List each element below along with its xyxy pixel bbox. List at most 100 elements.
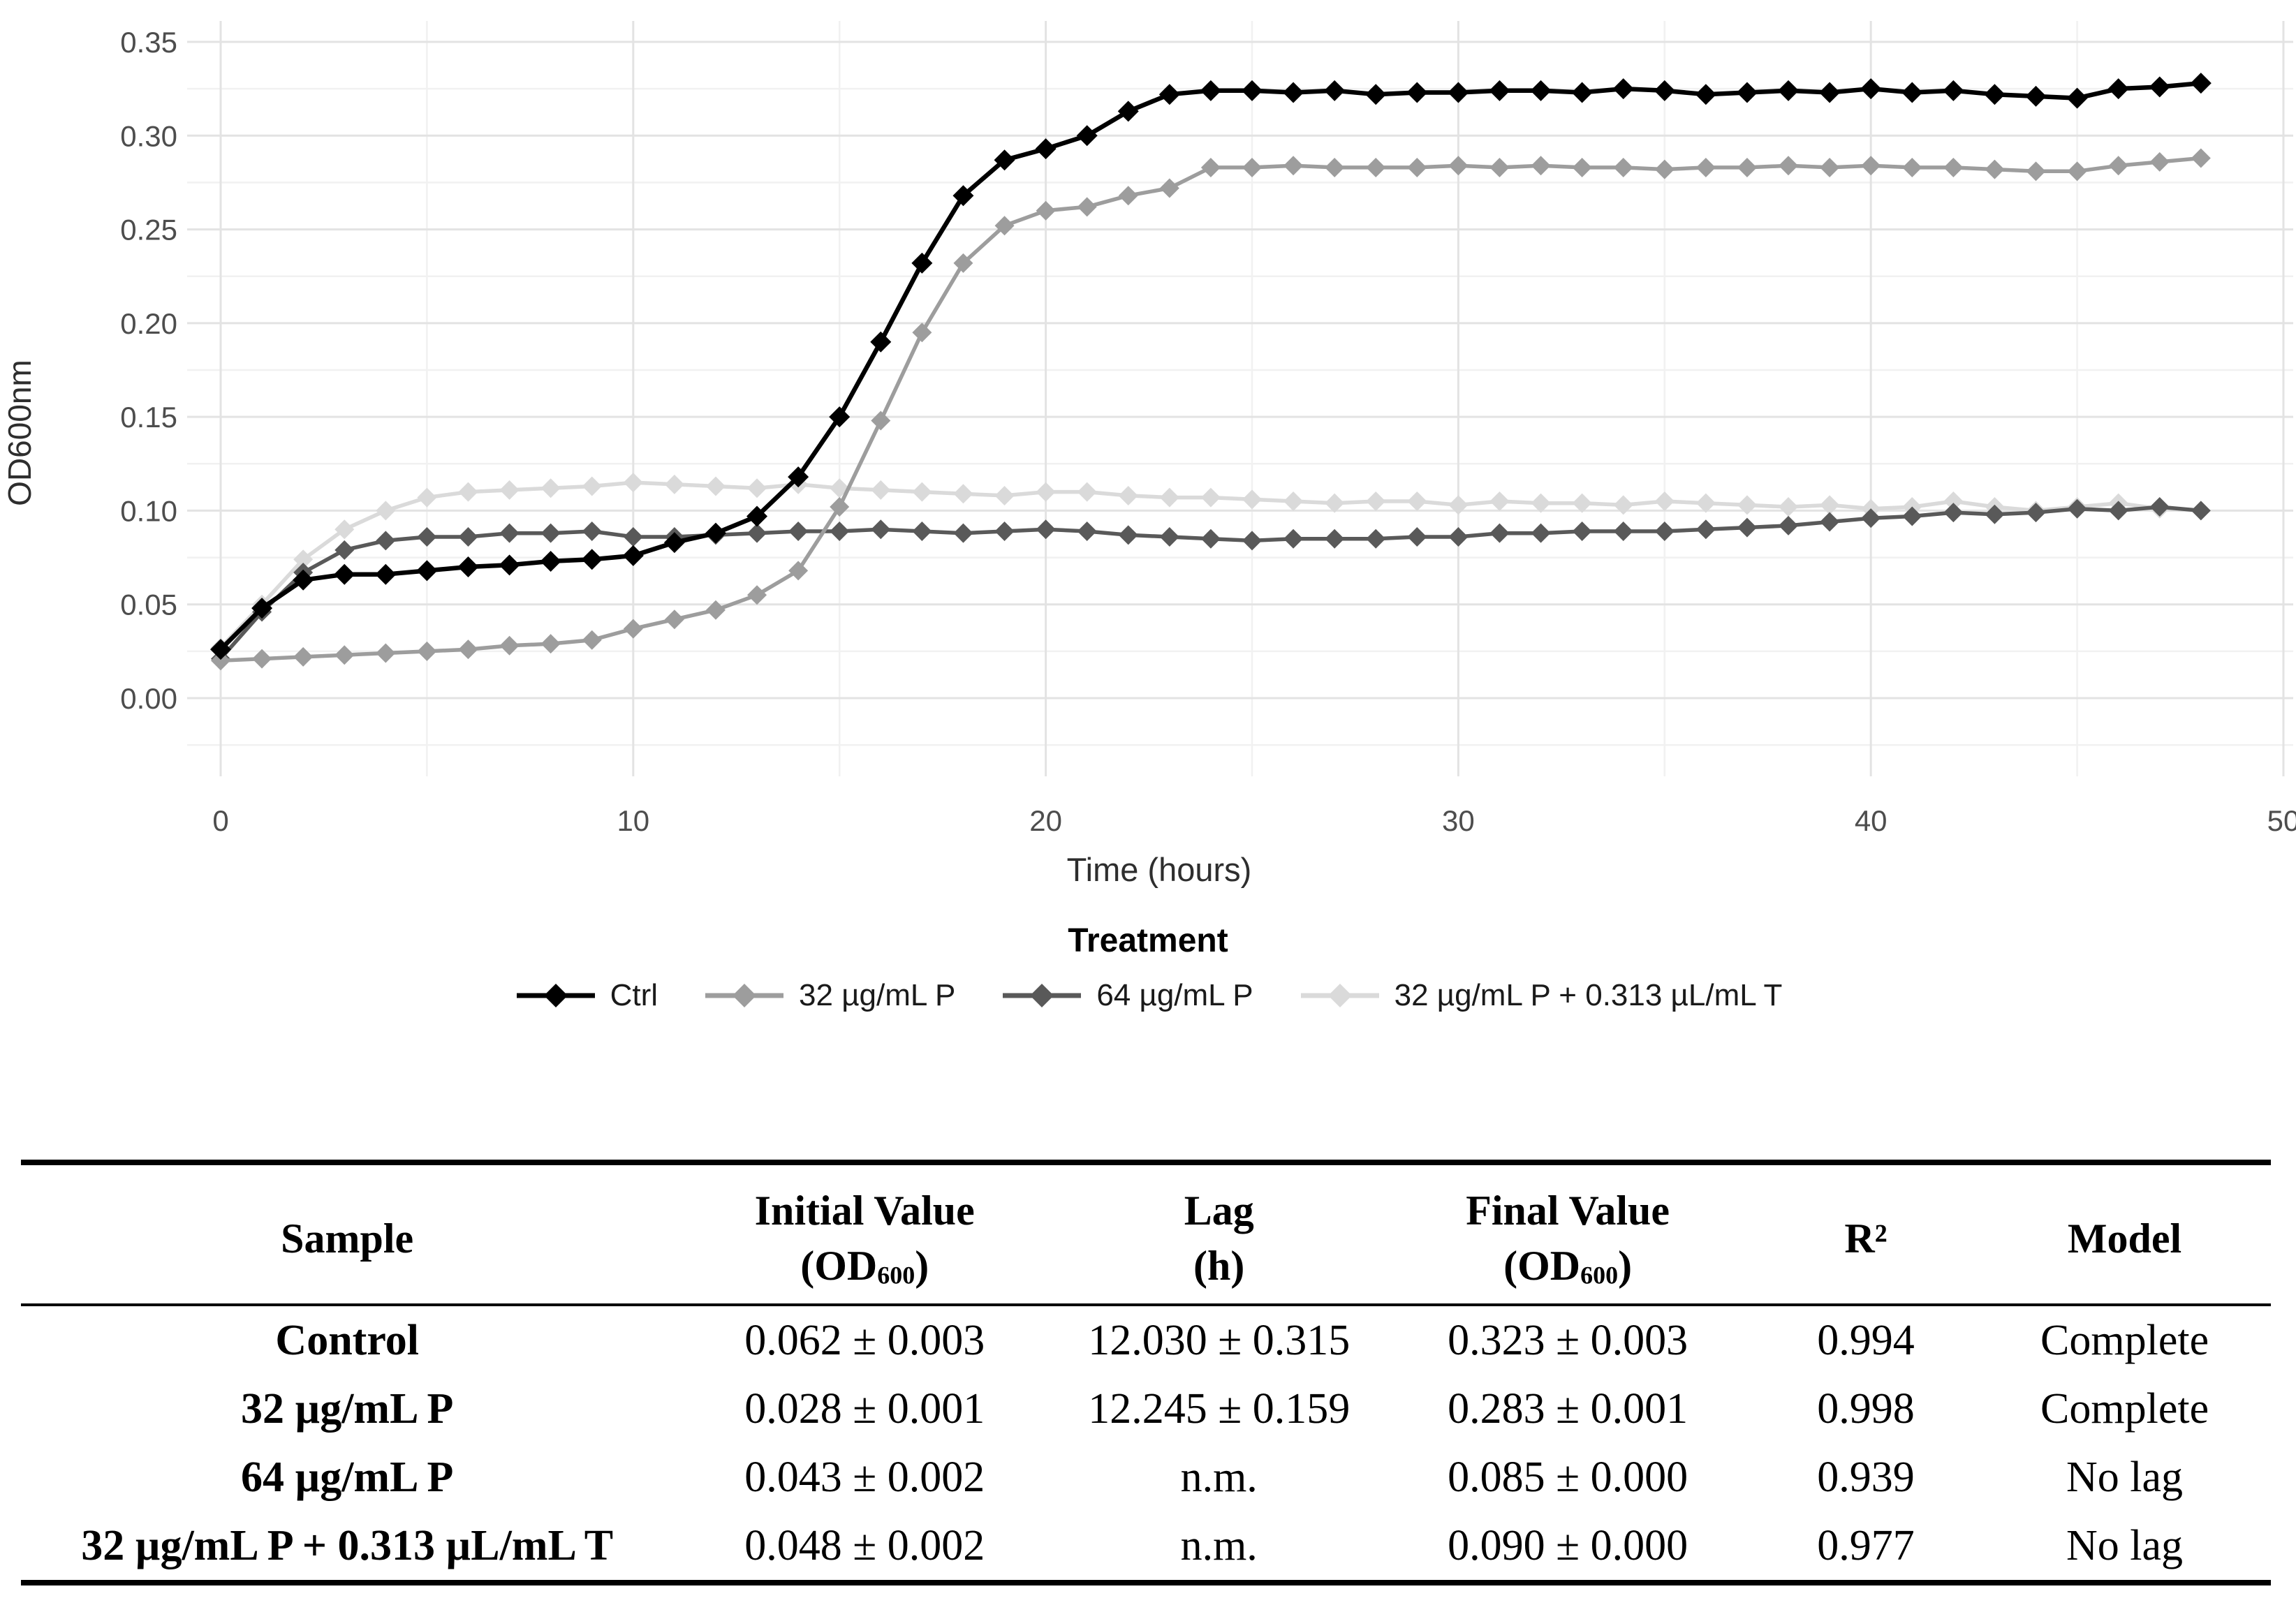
series-marker xyxy=(994,521,1015,541)
legend-entry: Ctrl xyxy=(514,978,658,1013)
series-marker xyxy=(994,216,1015,236)
cell-r-squared: 0.977 xyxy=(1817,1522,1915,1570)
y-tick-label: 0.00 xyxy=(120,682,177,715)
series-marker xyxy=(747,585,767,605)
series-marker xyxy=(334,519,355,540)
series-marker xyxy=(871,519,891,540)
series-marker xyxy=(1158,84,1180,105)
series-marker xyxy=(1737,517,1757,538)
col-header-sample: Sample xyxy=(21,1162,674,1307)
series-marker xyxy=(1118,485,1138,505)
series-marker xyxy=(912,323,932,343)
series-marker xyxy=(582,630,602,650)
results-table: Sample Initial Value (OD600) Lag (h) Fin… xyxy=(21,1160,2271,1586)
series-marker xyxy=(1571,82,1593,103)
col-header-final-value: Final Value (OD600) xyxy=(1382,1162,1753,1307)
series-marker xyxy=(1861,508,1881,528)
series-marker xyxy=(1861,156,1881,176)
legend-entry-label: 64 µg/mL P xyxy=(1096,978,1253,1012)
series-marker xyxy=(582,476,602,496)
series-marker xyxy=(1325,157,1345,177)
cell-final-value: 0.090 ± 0.000 xyxy=(1448,1522,1688,1570)
series-marker xyxy=(1365,84,1387,105)
series-marker xyxy=(1035,138,1057,160)
series-marker xyxy=(953,523,973,543)
series-marker xyxy=(1531,156,1551,176)
series-marker xyxy=(1366,528,1386,549)
x-tick-label: 20 xyxy=(1029,804,1062,837)
series-marker xyxy=(1943,157,1964,177)
series-marker xyxy=(747,478,767,498)
series-marker xyxy=(1406,82,1428,103)
legend-entry-label: 32 µg/mL P + 0.313 µL/mL T xyxy=(1394,978,1783,1012)
series-marker xyxy=(911,252,933,274)
series-marker xyxy=(334,540,355,560)
cell-sample: 64 µg/mL P xyxy=(240,1454,454,1502)
series-marker xyxy=(1654,491,1675,512)
y-tick-label: 0.10 xyxy=(120,494,177,527)
series-marker xyxy=(334,645,355,665)
legend-key-icon xyxy=(1003,984,1082,1007)
series-marker xyxy=(2108,501,2128,521)
legend-entry: 64 µg/mL P xyxy=(1000,978,1253,1013)
table-row-64p: 64 µg/mL P 0.043 ± 0.002 n.m. 0.085 ± 0.… xyxy=(21,1443,2271,1511)
series-marker xyxy=(2149,76,2170,98)
series-marker xyxy=(540,523,561,543)
cell-initial-value: 0.062 ± 0.003 xyxy=(744,1317,985,1365)
series-marker xyxy=(334,563,355,585)
cell-sample: Control xyxy=(275,1317,419,1365)
cell-model: No lag xyxy=(2066,1522,2184,1570)
col-header-r-squared: R² xyxy=(1753,1162,1979,1307)
legend-key-icon xyxy=(1300,984,1379,1007)
series-marker xyxy=(1779,515,1799,535)
growth-curve-chart: 0.00 0.05 0.10 0.15 0.20 0.25 0.30 0.35 0 10 20 30 4… xyxy=(1,21,2296,888)
cell-r-squared: 0.994 xyxy=(1817,1317,1915,1365)
legend-key-icon xyxy=(705,984,784,1007)
series-marker xyxy=(871,411,891,431)
series-marker xyxy=(499,523,520,543)
series-marker xyxy=(871,480,891,500)
cell-lag: n.m. xyxy=(1180,1454,1258,1502)
series-marker xyxy=(2067,161,2087,182)
series-marker xyxy=(1283,528,1304,549)
series-marker xyxy=(2108,156,2128,176)
cell-lag: 12.030 ± 0.315 xyxy=(1088,1317,1351,1365)
series-marker xyxy=(1779,497,1799,517)
series-marker xyxy=(2190,73,2212,94)
x-tick-label: 30 xyxy=(1442,804,1475,837)
series-marker xyxy=(1118,525,1138,545)
series-marker xyxy=(663,532,685,554)
y-tick-label: 0.35 xyxy=(120,26,177,59)
series-marker xyxy=(1654,159,1675,179)
series-marker xyxy=(457,556,479,578)
series-2 xyxy=(211,497,2211,669)
series-marker xyxy=(623,527,643,547)
series-marker xyxy=(664,474,684,494)
legend-title: Treatment xyxy=(1068,922,1228,959)
series-marker xyxy=(1036,200,1056,221)
series-marker xyxy=(1448,156,1469,176)
series-marker xyxy=(458,640,478,660)
series-marker xyxy=(1943,503,1964,523)
results-table-body: Control 0.062 ± 0.003 12.030 ± 0.315 0.3… xyxy=(21,1305,2271,1583)
series-line xyxy=(219,156,2203,663)
series-marker xyxy=(1779,156,1799,176)
series-marker xyxy=(1325,493,1345,513)
series-marker xyxy=(582,521,602,541)
series-marker xyxy=(1819,82,1841,103)
legend-entry: 32 µg/mL P + 0.313 µL/mL T xyxy=(1298,978,1783,1013)
series-marker xyxy=(1531,493,1551,513)
series-marker xyxy=(1407,157,1427,177)
series-marker xyxy=(912,521,932,541)
series-marker xyxy=(1242,80,1263,101)
series-marker xyxy=(1159,178,1179,198)
series-marker xyxy=(994,149,1015,171)
series-marker xyxy=(830,521,850,541)
legend-key-icon xyxy=(516,984,595,1007)
series-marker xyxy=(1654,521,1675,541)
legend-entries: Ctrl 32 µg/mL P 64 µg/mL P 32 µg/mL P + 0.3… xyxy=(0,978,2296,1013)
series-marker xyxy=(1283,82,1304,103)
series-marker xyxy=(417,527,437,547)
series-marker xyxy=(1984,84,2006,105)
cell-initial-value: 0.028 ± 0.001 xyxy=(744,1385,985,1433)
